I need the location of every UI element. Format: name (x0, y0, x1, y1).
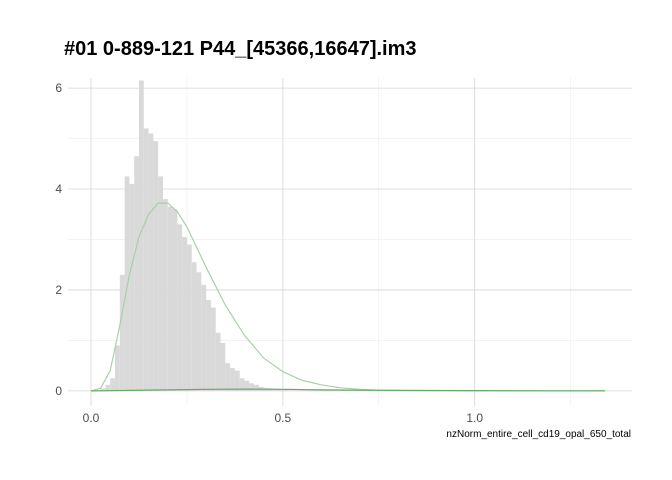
x-axis-label: nzNorm_entire_cell_cd19_opal_650_total (446, 429, 631, 440)
histogram-bar (206, 300, 211, 391)
histogram-bar (100, 388, 106, 391)
histogram-bar (225, 363, 231, 391)
histogram-bar (143, 128, 149, 391)
histogram-bar (201, 284, 207, 391)
histogram-bar (287, 390, 293, 391)
histogram-bar (167, 206, 173, 391)
histogram-bar (124, 176, 130, 391)
histogram-bar (239, 378, 245, 391)
density-curves (90, 202, 606, 392)
histogram-bar (234, 370, 240, 391)
histogram-bar (220, 342, 226, 391)
histogram-bar (215, 332, 221, 391)
histogram-bar (254, 384, 259, 391)
tick-labels: 0.0 0.5 1.0 0 2 4 6 (55, 81, 483, 425)
histogram-bar (119, 274, 125, 391)
histogram-bar (115, 345, 120, 391)
histogram-bar (138, 80, 144, 391)
x-tick-label: 0.5 (275, 411, 292, 425)
histogram-bar (186, 244, 192, 391)
histogram-bar (129, 183, 135, 391)
y-tick-label: 0 (55, 384, 62, 398)
histogram-bar (244, 380, 250, 391)
y-tick-label: 2 (55, 283, 62, 297)
histogram-bar (148, 133, 154, 391)
histogram-bar (172, 209, 178, 391)
x-tick-label: 0.0 (83, 411, 100, 425)
histogram-bar (210, 307, 216, 391)
histogram-bar (278, 389, 283, 391)
histogram-bar (282, 389, 288, 391)
histogram-bar (105, 384, 111, 391)
y-tick-label: 4 (55, 182, 62, 196)
x-tick-label: 1.0 (466, 411, 483, 425)
histogram-bar (162, 199, 168, 391)
density-curve (90, 388, 606, 392)
histogram-bar (153, 141, 159, 391)
histogram-bar (230, 368, 235, 391)
histogram-bar (158, 176, 163, 391)
chart-title: #01 0-889-121 P44_[45366,16647].im3 (64, 38, 417, 60)
histogram-bar (177, 224, 183, 391)
y-tick-label: 6 (55, 81, 62, 95)
histogram-bar (191, 262, 197, 391)
histogram-bar (249, 383, 255, 391)
histogram-bar (134, 156, 139, 391)
histogram-bars (100, 80, 293, 391)
histogram-bar (110, 378, 115, 391)
histogram-bar (196, 272, 202, 391)
histogram-bar (182, 236, 187, 391)
